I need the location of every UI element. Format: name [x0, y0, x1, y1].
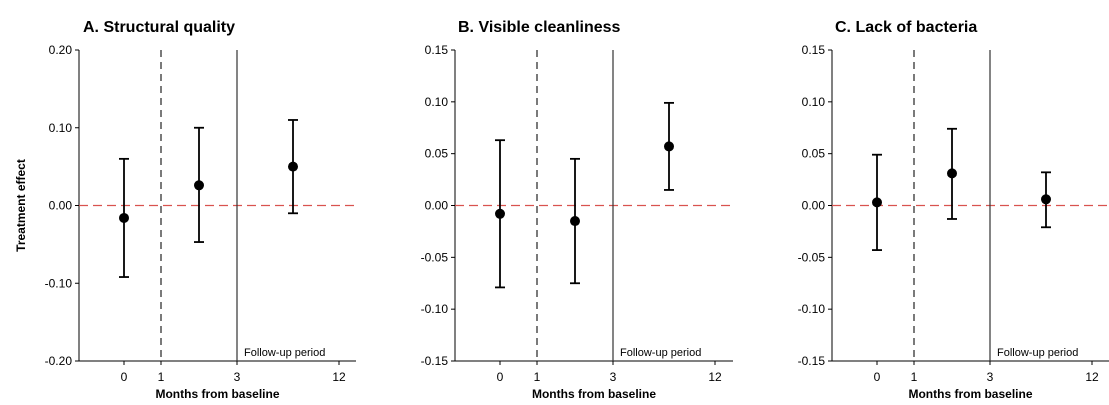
- y-tick-label: -0.05: [421, 250, 449, 264]
- y-tick-label: -0.15: [421, 354, 449, 368]
- x-tick-label: 1: [911, 370, 918, 384]
- y-tick-label: 0.15: [425, 43, 449, 57]
- y-tick-label: -0.15: [798, 354, 826, 368]
- y-tick-label: -0.10: [798, 302, 826, 316]
- estimate-point: [1041, 194, 1051, 205]
- chart-title: A. Structural quality: [83, 19, 235, 36]
- x-tick-label: 1: [534, 370, 541, 384]
- x-tick-label: 3: [234, 370, 241, 384]
- y-tick-label: 0.00: [802, 199, 826, 213]
- x-tick-label: 0: [497, 370, 504, 384]
- x-tick-label: 12: [1085, 370, 1099, 384]
- y-tick-label: -0.10: [421, 302, 449, 316]
- estimate-point: [570, 216, 580, 227]
- y-tick-label: 0.00: [49, 199, 73, 213]
- x-axis-title: Months from baseline: [908, 387, 1032, 401]
- chart-panel-1: A. Structural quality 0.20 0.10 0.00 -0.10 -0…: [14, 19, 356, 401]
- estimate-point: [119, 212, 129, 223]
- estimate-point: [288, 161, 298, 172]
- x-tick-label: 0: [874, 370, 881, 384]
- x-tick-label: 12: [332, 370, 346, 384]
- follow-up-period-label: Follow-up period: [244, 347, 325, 359]
- y-tick-label: -0.20: [45, 354, 73, 368]
- estimate-point: [872, 197, 882, 208]
- chart-panel-2: B. Visible cleanliness 0.15 0.10 0.05 0.00 -0…: [421, 19, 733, 401]
- follow-up-period-label: Follow-up period: [620, 347, 701, 359]
- y-tick-label: 0.20: [49, 43, 73, 57]
- chart-title: C. Lack of bacteria: [835, 19, 977, 36]
- y-tick-label: 0.10: [49, 121, 73, 135]
- y-tick-label: -0.05: [798, 250, 826, 264]
- y-tick-label: 0.15: [802, 43, 826, 57]
- y-tick-label: 0.05: [802, 147, 826, 161]
- y-axis-title: Treatment effect: [14, 159, 28, 252]
- x-tick-label: 12: [708, 370, 722, 384]
- x-tick-label: 3: [610, 370, 617, 384]
- x-axis-title: Months from baseline: [155, 387, 279, 401]
- y-tick-label: 0.05: [425, 147, 449, 161]
- x-tick-label: 3: [987, 370, 994, 384]
- estimate-point: [495, 208, 505, 219]
- chart-title: B. Visible cleanliness: [458, 19, 621, 36]
- x-tick-label: 1: [158, 370, 165, 384]
- estimate-point: [194, 180, 204, 191]
- y-tick-label: 0.00: [425, 199, 449, 213]
- chart-panel-3: C. Lack of bacteria 0.15 0.10 0.05 0.00 -0.05…: [798, 19, 1109, 401]
- follow-up-period-label: Follow-up period: [997, 347, 1078, 359]
- y-tick-label: -0.10: [45, 276, 73, 290]
- x-tick-label: 0: [121, 370, 128, 384]
- estimate-point: [947, 168, 957, 179]
- x-axis-title: Months from baseline: [532, 387, 656, 401]
- estimate-point: [664, 141, 674, 152]
- y-tick-label: 0.10: [802, 95, 826, 109]
- y-tick-label: 0.10: [425, 95, 449, 109]
